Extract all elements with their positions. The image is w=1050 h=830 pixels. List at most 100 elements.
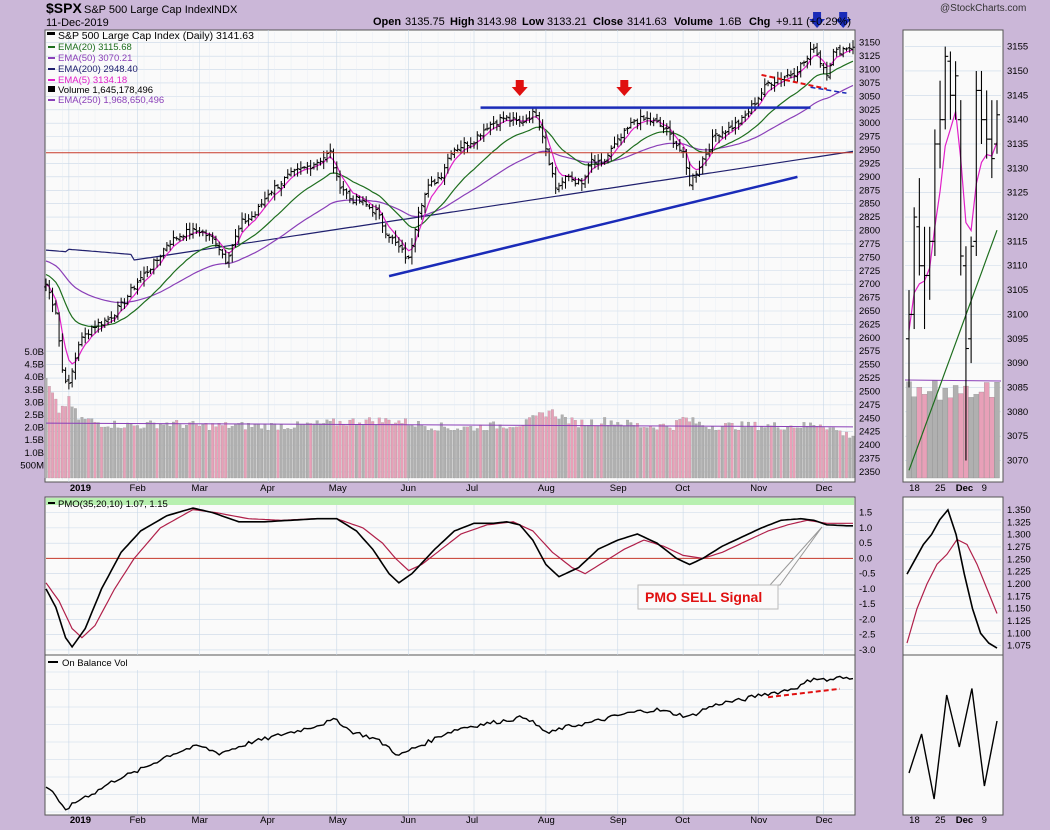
volume-bar xyxy=(103,426,107,479)
volume-bar xyxy=(60,405,64,479)
legend-ema20: EMA(20) 3115.68 xyxy=(58,42,132,53)
chart-date: 11-Dec-2019 xyxy=(46,17,109,29)
x-tick-label: Dec xyxy=(816,815,833,826)
volume-bar xyxy=(603,417,607,479)
volume-bar xyxy=(459,430,463,479)
volume-bar xyxy=(106,426,110,479)
volume-bar xyxy=(782,429,786,479)
volume-bar xyxy=(502,427,505,479)
zoom-obv-line xyxy=(908,688,998,800)
volume-bar xyxy=(420,425,424,479)
volume-bar xyxy=(668,427,672,479)
chg-label: Chg xyxy=(749,16,770,28)
volume-bar xyxy=(786,426,790,479)
volume-bar xyxy=(322,423,326,479)
x-tick-label: May xyxy=(329,483,347,494)
legend-volume: Volume 1,645,178,496 xyxy=(58,85,153,96)
volume-bar xyxy=(77,419,81,479)
price-tick-label: 2900 xyxy=(859,172,880,183)
volume-bar xyxy=(727,422,731,479)
volume-bar xyxy=(730,423,734,479)
volume-bar xyxy=(116,427,120,479)
zoom-pmo-tick: 1.350 xyxy=(1007,505,1031,516)
volume-bar xyxy=(364,419,368,479)
volume-bar xyxy=(221,425,224,479)
volume-bar xyxy=(368,417,371,479)
volume-bar xyxy=(662,423,665,479)
x-tick-label: Apr xyxy=(260,483,275,494)
volume-bar xyxy=(54,398,58,479)
symbol: $SPX xyxy=(46,0,82,16)
volume-bar xyxy=(828,427,832,479)
volume-bar xyxy=(717,429,721,479)
x-tick-label: 2019 xyxy=(70,483,91,494)
volume-bar xyxy=(779,429,783,479)
volume-bar xyxy=(544,416,548,479)
volume-bar xyxy=(250,427,254,479)
volume-bar xyxy=(515,426,518,479)
price-tick-label: 2375 xyxy=(859,454,880,465)
volume-tick-label: 5.0B xyxy=(24,347,44,358)
volume-bar xyxy=(711,426,714,479)
volume-tick-label: 4.5B xyxy=(24,360,44,371)
volume-bar xyxy=(109,427,113,479)
volume-bar xyxy=(629,422,633,479)
volume-bar xyxy=(113,420,117,479)
volume-bar xyxy=(848,437,852,479)
volume-bar xyxy=(724,423,727,479)
zoom-x-tick-label: Dec xyxy=(956,815,973,826)
volume-bar xyxy=(57,412,61,479)
volume-bar xyxy=(655,429,659,479)
price-tick-label: 2975 xyxy=(859,132,880,143)
volume-bar xyxy=(822,427,825,479)
volume-bar xyxy=(224,422,228,479)
price-tick-label: 2625 xyxy=(859,319,880,330)
volume-bar xyxy=(707,429,711,479)
pmo-sell-callout: PMO SELL Signal xyxy=(637,526,823,610)
volume-tick-label: 4.0B xyxy=(24,372,44,383)
volume-bar xyxy=(384,418,388,479)
zoom-pmo-signal-line xyxy=(906,538,998,644)
volume-bar xyxy=(198,425,201,479)
volume-bar xyxy=(381,422,384,479)
volume-bar xyxy=(760,426,763,479)
volume-bar xyxy=(286,428,290,479)
volume-bar xyxy=(439,422,443,479)
volume-bar xyxy=(260,428,264,479)
price-bars xyxy=(44,40,1000,461)
chg-value: +9.11 (+0.29%) xyxy=(776,16,851,28)
zoom-tick-label: 3145 xyxy=(1007,90,1028,101)
volume-bar xyxy=(831,427,835,479)
open-value: 3135.75 xyxy=(405,16,445,28)
price-tick-label: 2825 xyxy=(859,212,880,223)
volume-bar xyxy=(119,428,123,479)
volume-bar xyxy=(162,424,166,479)
volume-bar xyxy=(482,430,486,479)
volume-bar xyxy=(586,425,590,479)
volume-bar xyxy=(570,417,574,479)
volume-bar xyxy=(547,410,551,479)
zoom-tick-label: 3105 xyxy=(1007,285,1028,296)
volume-bar xyxy=(423,426,427,479)
x-tick-label: Feb xyxy=(129,815,145,826)
volume-bar xyxy=(394,422,397,479)
zoom-pmo-tick: 1.075 xyxy=(1007,641,1031,652)
volume-bar xyxy=(698,421,701,479)
zoom-x-tick-label: Dec xyxy=(956,483,973,494)
zoom-tick-label: 3140 xyxy=(1007,115,1028,126)
obv-trend-dashed xyxy=(767,687,841,699)
volume-bar xyxy=(649,425,652,479)
price-tick-label: 2650 xyxy=(859,306,880,317)
volume-bar xyxy=(564,417,567,479)
price-tick-label: 2850 xyxy=(859,199,880,210)
volume-bar xyxy=(227,427,231,479)
volume-bar xyxy=(263,423,267,479)
volume-bar xyxy=(266,430,270,479)
zoom-volume-bar xyxy=(983,382,990,479)
volume-bar xyxy=(178,424,182,479)
ema20-line xyxy=(45,60,854,328)
zoom-volume-bar xyxy=(973,394,979,479)
volume-bar xyxy=(737,429,741,479)
price-tick-label: 2425 xyxy=(859,427,880,438)
